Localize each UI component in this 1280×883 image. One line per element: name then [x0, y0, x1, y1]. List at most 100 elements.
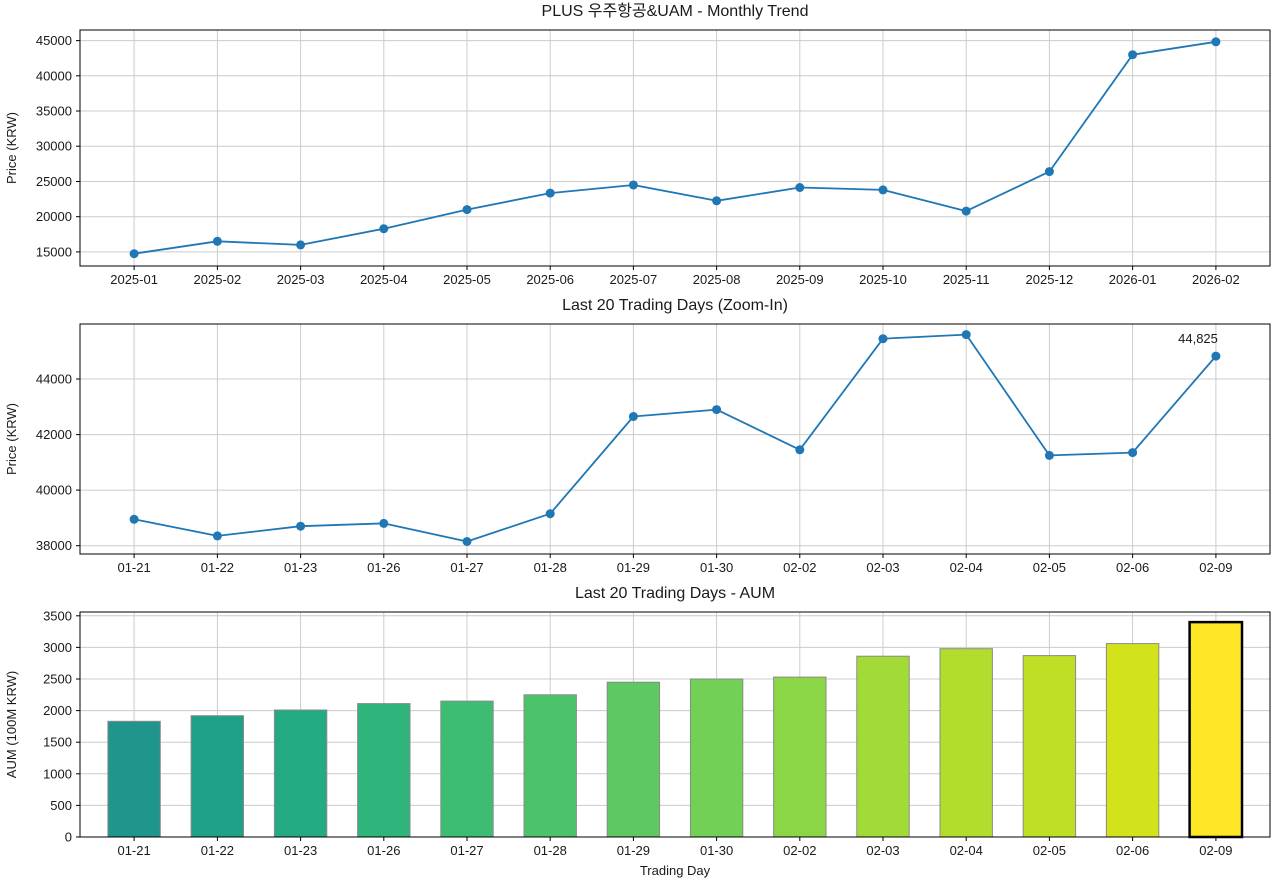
- data-point-marker: [545, 188, 555, 198]
- bar-02-02: [773, 676, 827, 838]
- data-point-marker: [1211, 37, 1221, 47]
- data-point-marker: [296, 521, 306, 531]
- x-tick-label: 01-30: [700, 560, 733, 575]
- data-point-marker: [1044, 167, 1054, 177]
- data-point-marker: [129, 514, 139, 524]
- x-tick-label: 02-05: [1033, 843, 1066, 858]
- x-tick-label: 01-27: [450, 560, 483, 575]
- bar-02-04: [939, 648, 993, 838]
- x-tick-label: 01-28: [534, 560, 567, 575]
- x-tick-label: 2025-02: [194, 272, 242, 287]
- x-tick-label: 2025-05: [443, 272, 491, 287]
- axes-frame: [79, 323, 1271, 555]
- x-tick-label: 2026-02: [1192, 272, 1240, 287]
- data-point-marker: [545, 509, 555, 519]
- x-tick-label: 2025-04: [360, 272, 408, 287]
- bar-02-05: [1022, 655, 1077, 838]
- bar-01-23: [273, 709, 328, 838]
- x-tick-label: 2025-12: [1026, 272, 1074, 287]
- aum-chart: Last 20 Trading Days - AUM 0 500 1000 1500 2…: [0, 582, 1280, 883]
- x-tick-label: 2025-11: [943, 272, 990, 287]
- data-point-marker: [961, 330, 971, 340]
- axis-ticks: 0 500 1000 1500 2000 2500 3000 3500 01-21 01-22 01…: [43, 608, 1232, 858]
- x-tick-label: 01-26: [367, 560, 400, 575]
- x-tick-label: 01-29: [617, 843, 650, 858]
- y-tick-label: 30000: [36, 139, 72, 154]
- monthly-trend-plot: 15000 20000 25000 30000 35000 40000 45000 2025-…: [4, 29, 1271, 287]
- trend-line: [133, 333, 1217, 543]
- y-tick-label: 1500: [43, 735, 72, 750]
- x-tick-label: 02-06: [1116, 560, 1149, 575]
- x-tick-label: 02-04: [950, 843, 983, 858]
- axes-frame: [79, 29, 1271, 267]
- data-point-marker: [1128, 50, 1138, 60]
- bar-01-27: [440, 700, 494, 838]
- y-tick-label: 45000: [36, 33, 72, 48]
- x-axis-label: Trading Day: [640, 863, 711, 878]
- data-point-marker: [795, 445, 805, 455]
- x-tick-label: 02-04: [950, 560, 983, 575]
- x-tick-label: 02-03: [866, 843, 899, 858]
- bar-01-28: [523, 694, 577, 838]
- x-tick-label: 01-22: [201, 560, 234, 575]
- monthly-trend-title: PLUS 우주항공&UAM - Monthly Trend: [541, 3, 809, 20]
- x-tick-label: 01-22: [201, 843, 234, 858]
- x-tick-label: 02-02: [783, 560, 816, 575]
- data-point-marker: [462, 205, 472, 215]
- data-point-marker: [1044, 450, 1054, 460]
- y-axis-label: Price (KRW): [4, 403, 19, 475]
- y-tick-label: 25000: [36, 174, 72, 189]
- data-point-marker: [961, 206, 971, 216]
- zoom-in-chart: Last 20 Trading Days (Zoom-In) 44,825 380…: [0, 294, 1280, 582]
- x-tick-label: 2025-03: [277, 272, 325, 287]
- gridlines: [80, 324, 1270, 554]
- bar-01-29: [606, 681, 661, 838]
- data-point-marker: [212, 531, 222, 541]
- bar-01-22: [190, 715, 245, 838]
- y-tick-label: 42000: [36, 427, 72, 442]
- data-point-marker: [212, 236, 222, 246]
- y-tick-label: 1000: [43, 766, 72, 781]
- x-tick-label: 02-03: [866, 560, 899, 575]
- bar-02-03: [856, 655, 910, 838]
- x-tick-label: 2025-06: [526, 272, 574, 287]
- data-point-marker: [795, 183, 805, 192]
- x-tick-label: 02-06: [1116, 843, 1149, 858]
- x-tick-label: 01-27: [450, 843, 483, 858]
- x-tick-label: 2025-07: [610, 272, 658, 287]
- data-point-marker: [1211, 351, 1221, 361]
- zoom-in-title: Last 20 Trading Days (Zoom-In): [562, 297, 788, 314]
- aum-title: Last 20 Trading Days - AUM: [574, 585, 776, 602]
- y-tick-label: 40000: [36, 68, 72, 83]
- y-axis-label: Price (KRW): [4, 112, 19, 184]
- y-axis-label: AUM (100M KRW): [4, 671, 19, 778]
- x-tick-label: 02-09: [1199, 560, 1232, 575]
- aum-plot: 0 500 1000 1500 2000 2500 3000 3500 01-21 01-22 01…: [4, 608, 1271, 878]
- y-tick-label: 38000: [36, 538, 72, 553]
- bars: [107, 620, 1244, 839]
- y-tick-label: 3000: [43, 640, 72, 655]
- bar-01-30: [689, 678, 744, 838]
- trend-line: [133, 40, 1217, 255]
- data-point-marker: [379, 224, 389, 234]
- x-tick-label: 02-05: [1033, 560, 1066, 575]
- y-tick-label: 3500: [43, 608, 72, 623]
- x-tick-label: 01-21: [117, 560, 150, 575]
- data-point-marker: [296, 240, 306, 250]
- axis-ticks: 15000 20000 25000 30000 35000 40000 45000 2025-…: [36, 33, 1240, 287]
- axes-frame: [79, 611, 1271, 838]
- x-tick-label: 2025-01: [110, 272, 158, 287]
- zoom-in-plot: 44,825 38000 40000 42000 44000 01-21 01-22 01-2…: [4, 323, 1271, 575]
- y-tick-label: 44000: [36, 372, 72, 387]
- bar-01-21: [107, 720, 161, 838]
- y-tick-label: 500: [50, 798, 72, 813]
- x-tick-label: 2026-01: [1109, 272, 1157, 287]
- bar-02-06: [1105, 643, 1160, 838]
- data-point-marker: [712, 196, 722, 206]
- data-point-marker: [1128, 448, 1138, 458]
- bar-02-09: [1188, 620, 1244, 839]
- data-point-marker: [129, 249, 139, 259]
- data-point-marker: [878, 185, 888, 195]
- data-points: [129, 330, 1221, 546]
